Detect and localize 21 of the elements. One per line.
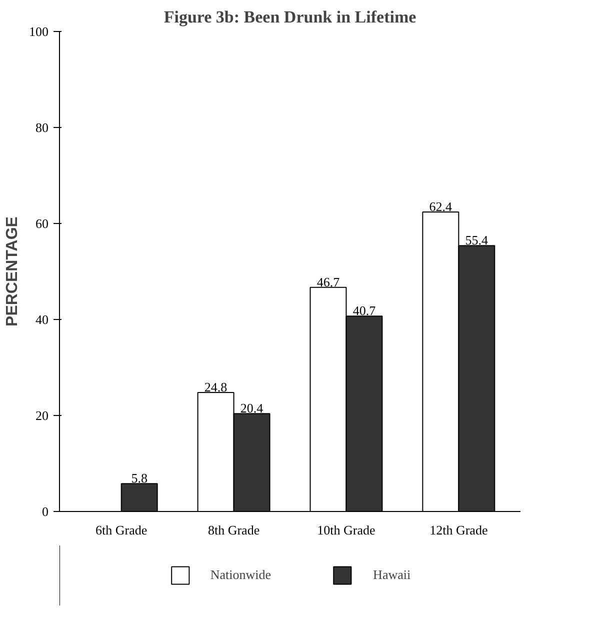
x-tick-label: 12th Grade: [430, 522, 488, 538]
y-tick-label: 20: [36, 408, 48, 423]
data-label: 62.4: [429, 198, 453, 214]
legend-label: Nationwide: [210, 567, 272, 583]
data-label: 55.4: [465, 232, 489, 248]
data-label: 46.7: [316, 274, 340, 290]
data-label: 24.8: [204, 379, 228, 394]
y-axis-title: PERCENTAGE: [4, 216, 21, 326]
y-tick-label: 100: [29, 24, 48, 39]
legend-label: Hawaii: [373, 567, 411, 583]
x-tick-label: 6th Grade: [96, 522, 148, 538]
y-tick-label: 0: [42, 504, 48, 519]
chart-title: Figure 3b: Been Drunk in Lifetime: [164, 8, 417, 26]
data-label: 40.7: [352, 303, 376, 318]
y-tick-label: 40: [36, 312, 48, 327]
x-tick-label: 8th Grade: [208, 522, 260, 538]
x-tick-label: 10th Grade: [317, 522, 376, 538]
y-tick-label: 60: [36, 216, 48, 231]
y-tick-label: 80: [36, 120, 48, 135]
data-label: 20.4: [240, 400, 264, 416]
data-label: 5.8: [131, 470, 148, 486]
